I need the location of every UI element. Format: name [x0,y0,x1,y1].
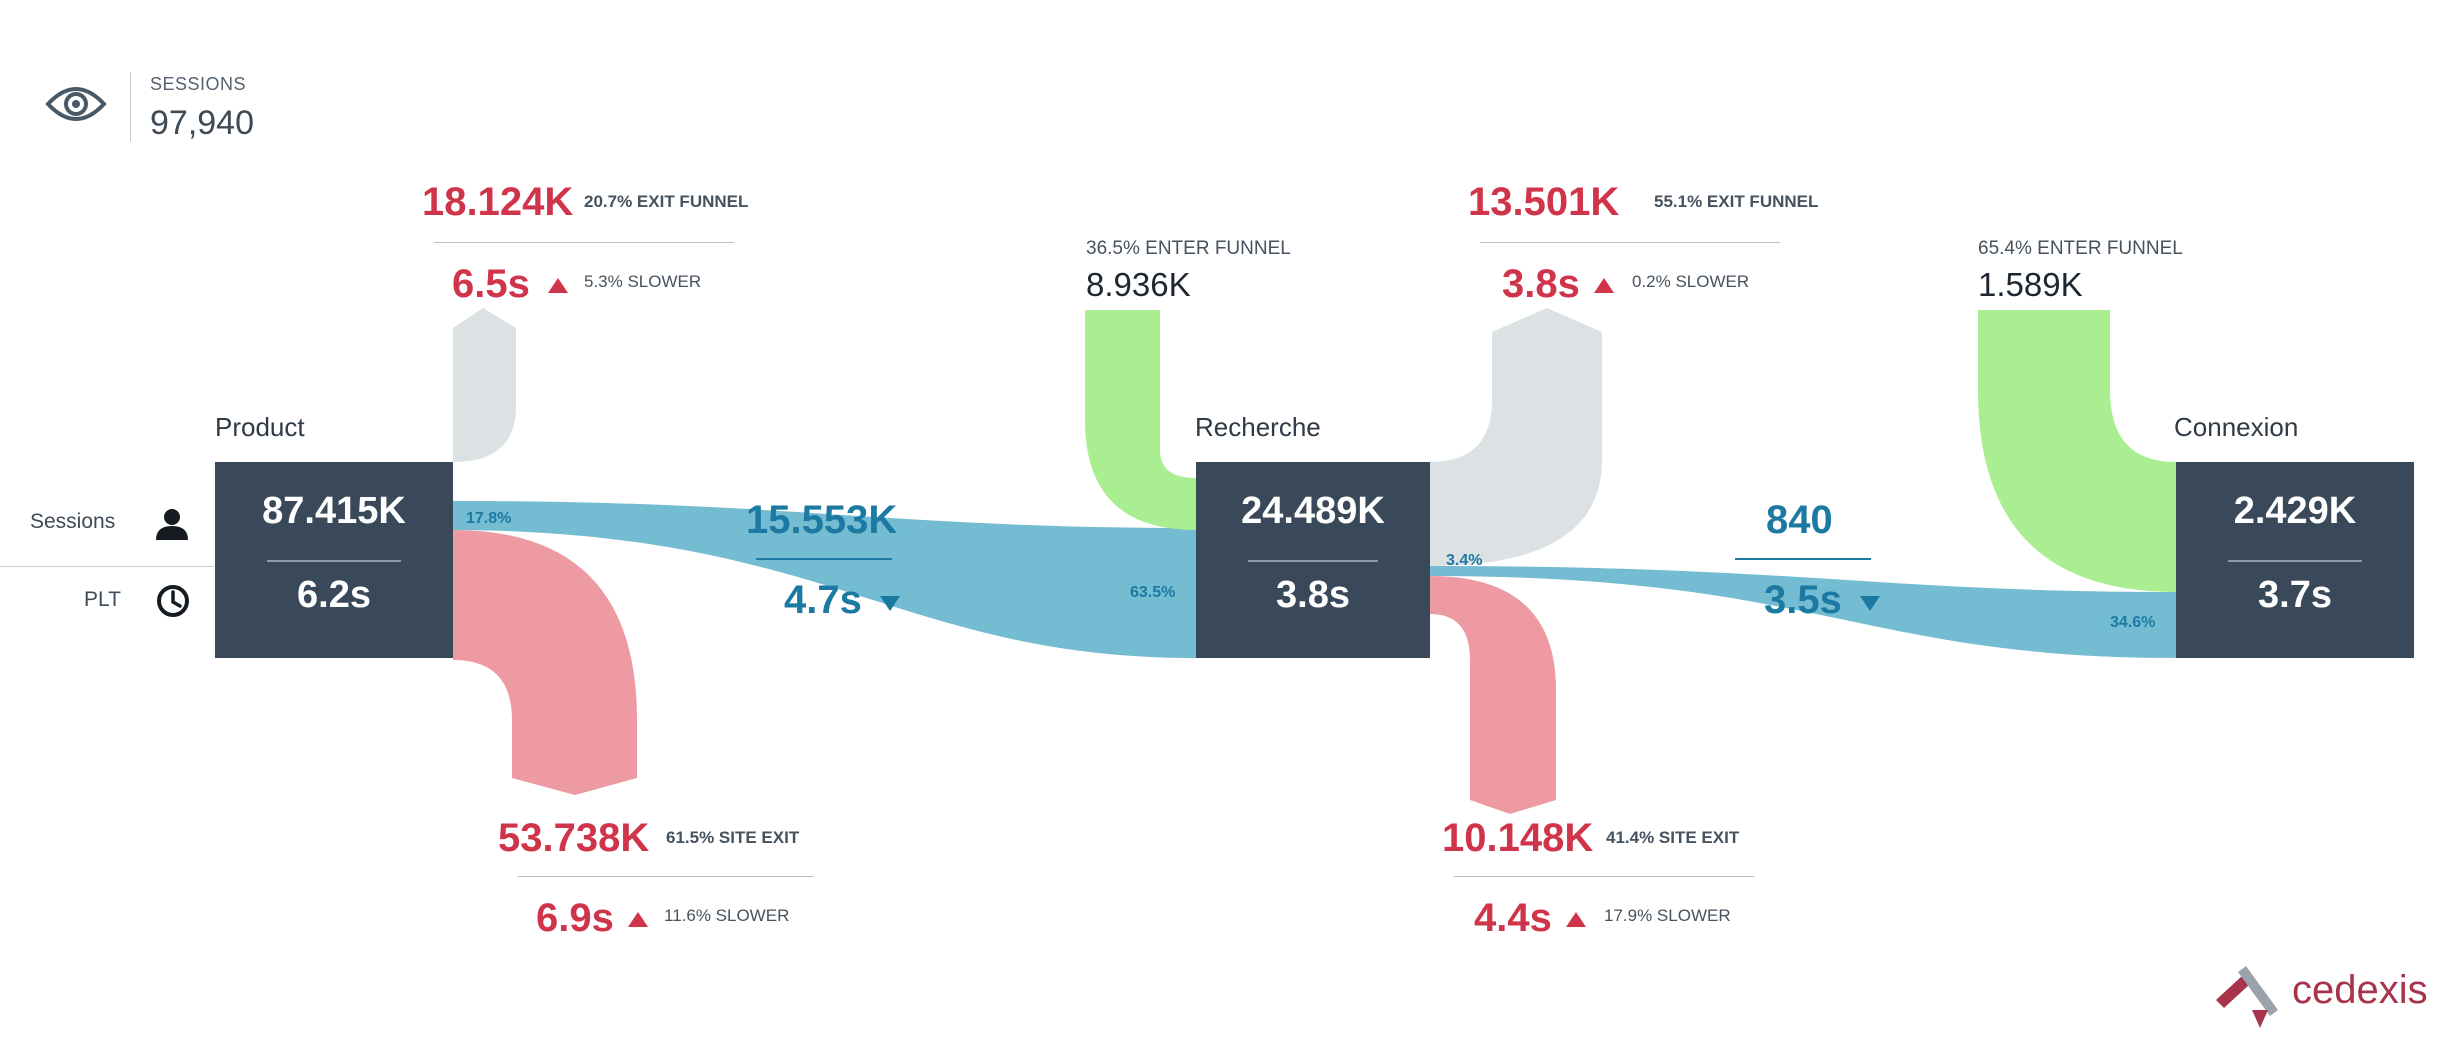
cedexis-logo-icon [2212,966,2282,1032]
transition-divider-2 [1735,558,1871,560]
step-node-recherche[interactable]: 24.489K 3.8s [1196,462,1430,658]
step-sessions: 2.429K [2233,490,2357,532]
transition-time-1: 4.7s [784,578,862,622]
header-divider [130,72,131,142]
exit-funnel-time-2: 3.8s [1502,262,1580,306]
enter-funnel-pct-2: 65.4% ENTER FUNNEL [1978,238,2183,259]
exit-funnel-sessions-1: 18.124K [422,180,574,224]
site-exit-time-2: 4.4s [1474,896,1552,940]
node-divider [267,560,401,562]
transition-out-pct-1: 17.8% [466,510,512,527]
exit-funnel-divider-1 [434,242,734,243]
exit-funnel-flow-1 [453,308,516,462]
sessions-label: SESSIONS [150,74,247,94]
eye-icon [44,78,108,130]
exit-funnel-change-1: 5.3% SLOWER [584,272,702,291]
site-exit-change-2: 17.9% SLOWER [1604,906,1731,925]
transition-sessions-1: 15.553K [746,498,898,542]
transition-in-pct-1: 63.5% [1130,584,1176,601]
site-exit-pct-2: 41.4% SITE EXIT [1606,828,1740,847]
slower-up-icon [628,912,648,927]
row-label-sessions: Sessions [30,510,116,533]
site-exit-change-1: 11.6% SLOWER [664,906,790,925]
slower-up-icon [1566,912,1586,927]
step-node-connexion[interactable]: 2.429K 3.7s [2176,462,2414,658]
transition-flow-1 [453,501,1196,658]
step-label-recherche: Recherche [1195,412,1321,442]
clock-icon [155,583,191,619]
enter-funnel-flow-1 [1085,310,1196,530]
transition-divider-1 [756,558,892,560]
step-label-product: Product [215,412,305,442]
step-sessions: 87.415K [262,490,406,532]
step-label-connexion: Connexion [2174,412,2299,442]
site-exit-sessions-2: 10.148K [1442,816,1594,860]
transition-out-pct-2: 3.4% [1446,552,1483,569]
transition-time-2: 3.5s [1764,578,1842,622]
transition-sessions-2: 840 [1766,498,1833,542]
exit-funnel-pct-1: 20.7% EXIT FUNNEL [584,192,749,211]
step-sessions: 24.489K [1241,490,1385,532]
exit-funnel-flow-2 [1430,308,1602,566]
step-node-product[interactable]: 87.415K 6.2s [215,462,453,658]
exit-funnel-time-1: 6.5s [452,262,530,306]
enter-funnel-sessions-1: 8.936K [1086,266,1191,303]
faster-down-icon [1860,596,1880,611]
row-divider [0,566,214,567]
brand-name: cedexis [2292,968,2428,1012]
exit-funnel-divider-2 [1480,242,1780,243]
site-exit-flow-1 [453,530,637,795]
exit-funnel-pct-2: 55.1% EXIT FUNNEL [1654,192,1819,211]
site-exit-pct-1: 61.5% SITE EXIT [666,828,800,847]
slower-up-icon [1594,278,1614,293]
exit-funnel-sessions-2: 13.501K [1468,180,1620,224]
exit-funnel-change-2: 0.2% SLOWER [1632,272,1750,291]
node-divider [1248,560,1378,562]
transition-in-pct-2: 34.6% [2110,614,2156,631]
step-plt: 6.2s [297,574,371,616]
enter-funnel-sessions-2: 1.589K [1978,266,2083,303]
transition-flow-2 [1430,566,2176,658]
enter-funnel-pct-1: 36.5% ENTER FUNNEL [1086,238,1291,259]
step-plt: 3.7s [2258,574,2332,616]
site-exit-time-1: 6.9s [536,896,614,940]
enter-funnel-flow-2 [1978,310,2176,592]
faster-down-icon [880,596,900,611]
slower-up-icon [548,278,568,293]
site-exit-flow-2 [1430,576,1556,814]
row-label-plt: PLT [84,588,121,611]
user-icon [154,506,190,542]
site-exit-divider-2 [1454,876,1754,877]
sessions-total: 97,940 [150,104,254,142]
step-plt: 3.8s [1276,574,1350,616]
node-divider [2228,560,2362,562]
site-exit-divider-1 [518,876,814,877]
site-exit-sessions-1: 53.738K [498,816,650,860]
